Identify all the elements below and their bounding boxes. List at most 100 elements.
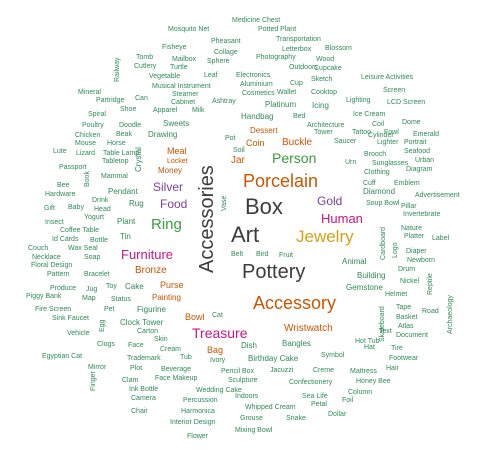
word-leaf: Leaf — [204, 72, 218, 79]
word-dessert: Dessert — [250, 126, 278, 135]
word-hot-tub: Hot Tub — [355, 338, 380, 345]
word-gemstone: Gemstone — [346, 283, 383, 292]
word-yogurt: Yogurt — [84, 214, 104, 221]
word-bowl: Bowl — [185, 312, 205, 322]
word-diaper: Diaper — [406, 248, 427, 255]
word-crystal: Crystal — [134, 147, 143, 172]
word-accessories: Accessories — [196, 165, 218, 273]
word-helmet: Helmet — [385, 291, 408, 298]
word-person: Person — [272, 150, 317, 166]
word-sphere: Sphere — [207, 58, 230, 65]
word-cup: Cup — [290, 80, 303, 87]
word-leisure-activities: Leisure Activities — [361, 74, 414, 81]
word-hardware: Hardware — [45, 191, 76, 198]
word-egg: Egg — [99, 319, 106, 332]
word-wax-seal: Wax Seal — [68, 245, 98, 252]
word-baby: Baby — [68, 204, 84, 211]
word-lcd-screen: LCD Screen — [387, 99, 426, 106]
word-urn: Urn — [345, 159, 357, 166]
word-passport: Passport — [59, 164, 87, 171]
word-pot: Pot — [225, 135, 236, 142]
word-bracelet: Bracelet — [84, 271, 110, 278]
word-hair: Hair — [386, 365, 399, 372]
word-apparel: Apparel — [153, 107, 178, 114]
word-floral-design: Floral Design — [31, 262, 73, 269]
word-rug: Rug — [129, 199, 144, 208]
word-logo: Logo — [392, 242, 399, 258]
word-tower: Tower — [314, 129, 333, 136]
word-confectionery: Confectionery — [289, 379, 333, 386]
word-archaeology: Archaeology — [447, 295, 454, 334]
word-diamond: Diamond — [363, 187, 396, 196]
word-jewelry: Jewelry — [296, 227, 354, 246]
word-portrait: Portrait — [404, 139, 427, 146]
word-tomb: Tomb — [136, 54, 154, 61]
word-human: Human — [321, 211, 363, 226]
word-shoe: Shoe — [120, 106, 137, 113]
word-interior-design: Interior Design — [170, 419, 216, 426]
word-accessory: Accessory — [253, 293, 337, 313]
word-silver: Silver — [153, 180, 184, 194]
word-toy: Toy — [106, 283, 117, 290]
word-chair: Chair — [131, 408, 148, 415]
word-bottle: Bottle — [90, 237, 108, 244]
word-mailbox: Mailbox — [172, 56, 197, 63]
word-cuff: Cuff — [363, 180, 376, 187]
word-cabinet: Cabinet — [171, 99, 196, 106]
word-plant: Plant — [117, 217, 136, 226]
word-head: Head — [94, 206, 111, 213]
word-lute: Lute — [53, 148, 67, 155]
word-handbag: Handbag — [241, 112, 274, 121]
word-fisheye: Fisheye — [162, 44, 187, 51]
word-finger: Finger — [90, 371, 97, 391]
word-creme: Creme — [313, 367, 335, 374]
word-pendant: Pendant — [108, 187, 138, 196]
word-status: Status — [111, 296, 131, 303]
word-mixing-bowl: Mixing Bowl — [235, 427, 273, 434]
word-drink: Drink — [92, 197, 109, 204]
word-soap: Soap — [84, 254, 101, 261]
word-urban: Urban — [415, 157, 435, 164]
word-bronze: Bronze — [135, 265, 167, 276]
word-art: Art — [231, 222, 260, 247]
word-reptile: Reptile — [427, 273, 434, 295]
word-ivory: Ivory — [210, 357, 226, 364]
word-soup-bowl: Soup Bowl — [366, 200, 400, 207]
word-screen: Screen — [383, 87, 406, 94]
word-pet: Pet — [104, 306, 115, 313]
word-building: Building — [357, 271, 386, 280]
word-basket: Basket — [396, 314, 418, 321]
word-locket: Locket — [167, 158, 188, 165]
word-label: Label — [432, 235, 450, 242]
word-box: Box — [245, 194, 283, 219]
word-turtle: Turtle — [170, 64, 188, 71]
word-clam: Clam — [122, 377, 139, 384]
word-sunglasses: Sunglasses — [372, 160, 409, 167]
word-platter: Platter — [404, 233, 425, 240]
word-dish: Dish — [241, 341, 258, 350]
word-bed: Bed — [293, 113, 306, 120]
word-cat: Cat — [212, 312, 223, 319]
word-musical-instrument: Musical Instrument — [152, 83, 211, 90]
word-can: Can — [135, 95, 148, 102]
word-tattoo: Tattoo — [352, 129, 372, 136]
word-indoors: Indoors — [235, 393, 259, 400]
word-newborn: Newborn — [407, 257, 436, 264]
word-column: Column — [348, 389, 373, 396]
word-bag: Bag — [207, 345, 224, 355]
word-wood: Wood — [316, 56, 335, 63]
word-harmonica: Harmonica — [181, 408, 215, 415]
word-mosquito-net: Mosquito Net — [168, 26, 210, 33]
word-photography: Photography — [256, 54, 296, 61]
word-cutlery: Cutlery — [134, 63, 157, 70]
word-horse: Horse — [107, 140, 126, 147]
word-symbol: Symbol — [321, 352, 345, 359]
word-coin: Coin — [246, 138, 265, 148]
word-footwear: Footwear — [389, 355, 419, 362]
word-emerald: Emerald — [413, 131, 440, 138]
word-emblem: Emblem — [394, 180, 420, 187]
word-furniture: Furniture — [121, 247, 174, 262]
word-snake: Snake — [286, 415, 306, 422]
word-cylinder: Cylinder — [368, 132, 394, 139]
